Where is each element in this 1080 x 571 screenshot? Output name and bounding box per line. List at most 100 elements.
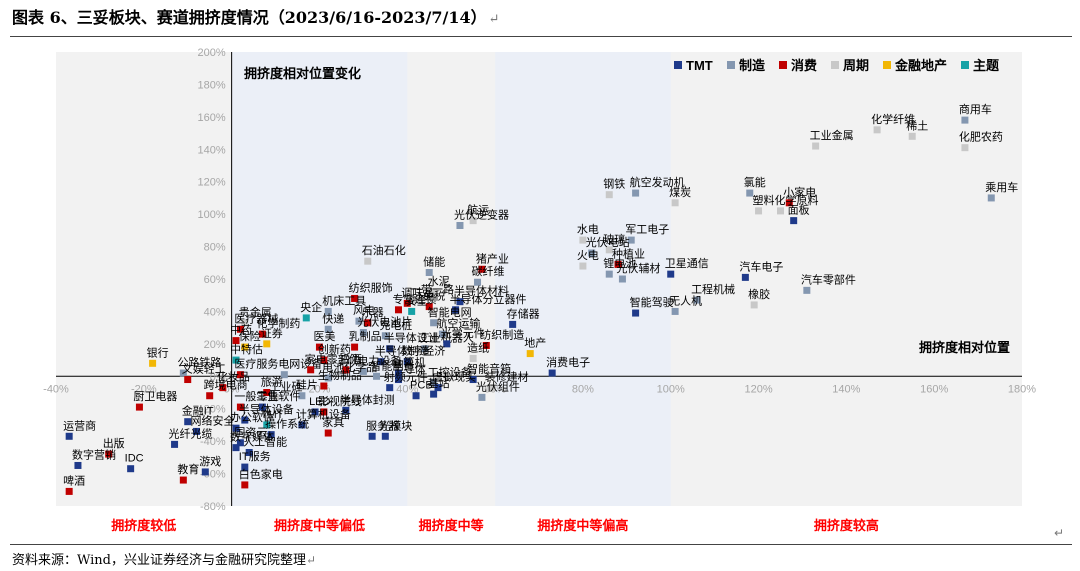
data-point (588, 249, 596, 257)
data-label: IT服务 (239, 450, 271, 463)
data-label: 存储器 (507, 306, 540, 320)
x-tick-label: 140% (832, 383, 860, 395)
data-point (311, 408, 319, 416)
data-label: PCB (410, 380, 433, 392)
data-label: 计算机设备 (296, 407, 351, 421)
zone-label: 拥挤度中等偏低 (274, 518, 365, 533)
data-label: 安全 (406, 293, 428, 307)
data-label: 化妆品 (217, 370, 250, 384)
data-label: 医疗器械 (234, 311, 278, 325)
data-point (873, 126, 881, 134)
data-point (394, 306, 402, 314)
data-label: IDC (125, 453, 144, 465)
data-point (324, 307, 332, 315)
data-label: 商用车 (959, 102, 992, 116)
data-label: 乘用车 (985, 180, 1018, 194)
data-label: 保险 (239, 329, 261, 343)
data-label: 专营连锁 (392, 292, 436, 306)
data-label: 医美 (313, 330, 335, 343)
data-label: 地产 (524, 336, 546, 350)
data-point (302, 314, 310, 322)
data-label: 智能制造 (371, 358, 415, 372)
data-point (478, 393, 486, 401)
data-point (908, 132, 916, 140)
data-label: 免税 (423, 289, 445, 303)
data-label: 半导体设计 (384, 331, 439, 345)
data-point (263, 389, 271, 396)
data-point (236, 325, 244, 333)
data-label: 充电桩 (379, 318, 412, 332)
data-point (430, 390, 438, 398)
data-point (272, 393, 280, 401)
zone-label: 拥挤度中等 (419, 518, 484, 533)
data-label: 银行 (147, 345, 169, 359)
data-point (777, 207, 784, 215)
data-point (403, 358, 411, 366)
data-label: 央企 (300, 300, 322, 314)
zone-label: 拥挤度较低 (111, 518, 176, 533)
data-point (232, 356, 240, 364)
data-point (803, 286, 811, 294)
data-point (280, 371, 288, 379)
data-point (430, 319, 438, 327)
crowding-scatter-chart: 拥挤度较低 拥挤度中等偏低 拥挤度中等 拥挤度中等偏高 拥挤度较高 -40% -20% 0%… (43, 47, 1036, 533)
data-point (394, 376, 402, 384)
data-point (65, 487, 73, 495)
data-point (482, 341, 490, 349)
data-label: 氯能 (744, 175, 766, 189)
data-label: 造纸 (467, 340, 489, 354)
data-point (377, 358, 385, 366)
data-point (179, 369, 187, 377)
data-label: 无人机 (669, 293, 702, 307)
data-point (421, 345, 429, 353)
data-point (386, 345, 394, 353)
data-label: 智能驾驶 (630, 295, 674, 309)
data-point (241, 319, 249, 327)
legend-label: 周期 (843, 58, 869, 73)
y-tick-label: 180% (197, 79, 225, 91)
data-label: 光伏电站 (586, 235, 630, 249)
data-label: 半导体分立器件 (450, 292, 527, 306)
data-point (632, 189, 640, 197)
data-point (193, 427, 201, 435)
data-label: 服务器 (366, 419, 399, 432)
data-label: 光伏电池片 (357, 315, 412, 329)
data-point (509, 320, 517, 328)
data-label: 卫星通信 (665, 257, 709, 270)
data-point (456, 298, 464, 306)
data-label: 网络安全 (191, 413, 235, 427)
data-point (241, 463, 249, 471)
data-point (386, 384, 394, 392)
data-point (790, 217, 798, 225)
data-label: LED (309, 396, 330, 408)
data-label: 一带一路 (410, 283, 454, 296)
data-label: 乳制品 (349, 330, 382, 343)
data-label: 光伏逆变器 (454, 207, 509, 221)
data-label: 工业机器人 (419, 331, 474, 345)
data-point (359, 367, 367, 375)
data-label: 硅片 (296, 379, 318, 392)
data-label: 火电 (577, 249, 599, 262)
data-point (579, 262, 587, 270)
data-point (403, 299, 411, 307)
data-label: 锂电池 (603, 256, 636, 270)
data-point (579, 236, 587, 244)
data-label: 运营商 (63, 418, 96, 432)
y-tick-label: -80% (200, 501, 226, 513)
return-icon: ↵ (488, 12, 500, 27)
data-point (351, 343, 359, 351)
data-point (324, 374, 332, 382)
data-point (469, 354, 477, 362)
data-label: 稀土 (906, 119, 928, 132)
data-label: 猪产业 (476, 251, 509, 265)
data-label: 工业硅 (270, 380, 303, 393)
y-tick-label: 160% (197, 112, 225, 124)
data-label: 家电零部件 (305, 352, 360, 366)
data-point (307, 366, 315, 374)
data-label: 光学元件 (441, 326, 485, 340)
data-point (430, 288, 438, 296)
data-point (74, 461, 82, 469)
data-label: 风电 (353, 304, 375, 317)
y-tick-label: -40% (200, 436, 226, 448)
data-label: 半导体设备 (239, 402, 294, 416)
